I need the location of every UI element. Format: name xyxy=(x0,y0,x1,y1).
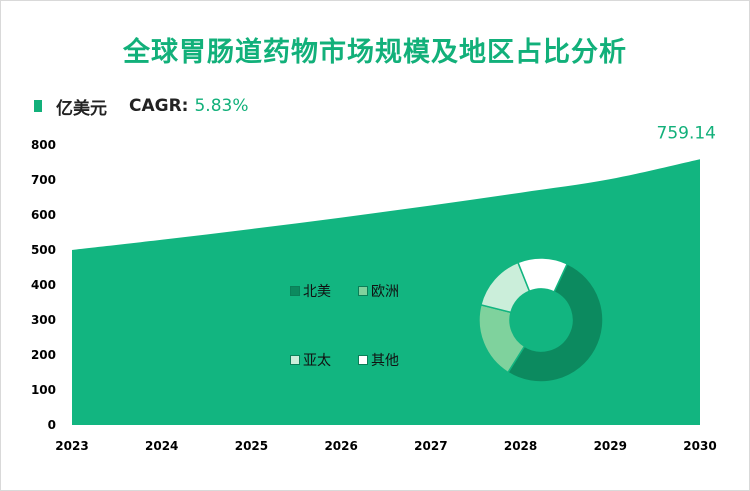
x-tick-label: 2029 xyxy=(594,439,627,453)
chart-title: 全球胃肠道药物市场规模及地区占比分析 xyxy=(123,37,627,68)
pie-legend-na: 北美 xyxy=(290,281,331,301)
x-tick-label: 2028 xyxy=(504,439,537,453)
end-value-label: 759.14 xyxy=(657,123,716,143)
pie-legend-other-label: 其他 xyxy=(371,353,399,369)
y-axis: 0 100 200 300 400 500 600 700 800 xyxy=(31,138,56,432)
pie-legend-other-swatch xyxy=(358,355,368,365)
y-tick-label: 0 xyxy=(48,418,56,432)
y-tick-label: 300 xyxy=(31,313,56,327)
pie-legend-ap-label: 亚太 xyxy=(303,353,331,369)
x-tick-label: 2023 xyxy=(55,439,88,453)
x-tick-label: 2026 xyxy=(324,439,357,453)
donut-chart xyxy=(478,257,604,383)
pie-legend-other: 其他 xyxy=(358,350,399,370)
y-tick-label: 700 xyxy=(31,173,56,187)
y-tick-label: 800 xyxy=(31,138,56,152)
pie-legend-ap-swatch xyxy=(290,355,300,365)
series-legend-swatch xyxy=(34,100,42,112)
cagr-value: 5.83% xyxy=(194,96,249,116)
series-legend: 亿美元 CAGR: 5.83% xyxy=(34,94,249,119)
pie-legend-eu-label: 欧洲 xyxy=(371,284,399,300)
area-layer: 759.14 xyxy=(72,123,716,425)
donut-slice xyxy=(506,262,604,383)
x-tick-label: 2027 xyxy=(414,439,447,453)
pie-legend-eu-swatch xyxy=(358,286,368,296)
y-tick-label: 200 xyxy=(31,348,56,362)
series-legend-label: 亿美元 xyxy=(56,98,107,119)
cagr-label: CAGR: xyxy=(129,96,189,116)
pie-legend-na-label: 北美 xyxy=(303,284,331,300)
pie-legend-ap: 亚太 xyxy=(290,350,331,370)
y-tick-label: 100 xyxy=(31,383,56,397)
donut-slice xyxy=(516,257,569,293)
x-tick-label: 2025 xyxy=(235,439,268,453)
y-tick-label: 500 xyxy=(31,243,56,257)
x-tick-label: 2024 xyxy=(145,439,178,453)
pie-legend-eu: 欧洲 xyxy=(358,281,399,301)
x-tick-label: 2030 xyxy=(683,439,716,453)
y-tick-label: 400 xyxy=(31,278,56,292)
y-tick-label: 600 xyxy=(31,208,56,222)
pie-legend-na-swatch xyxy=(290,286,300,296)
x-axis: 2023 2024 2025 2026 2027 2028 2029 2030 xyxy=(55,439,716,453)
